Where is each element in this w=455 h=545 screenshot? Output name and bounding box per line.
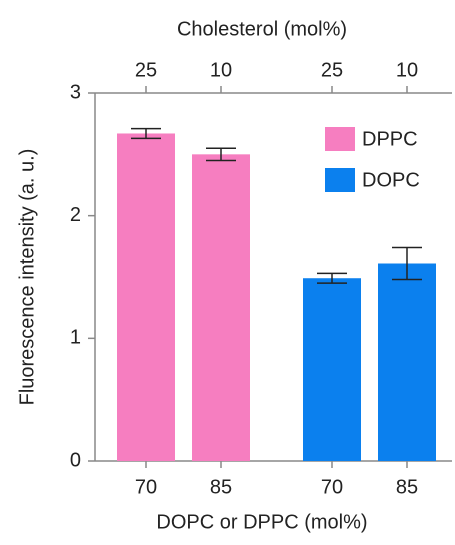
- legend-swatch: [325, 168, 355, 192]
- bar: [378, 263, 436, 461]
- error-bar: [206, 147, 236, 162]
- error-bar: [131, 127, 161, 140]
- bar: [303, 278, 361, 461]
- x-axis-title: DOPC or DPPC (mol%): [156, 511, 367, 533]
- x-tick-label: 70: [321, 476, 343, 498]
- bar: [192, 154, 250, 462]
- y-axis-title: Fluorescence intensity (a. u.): [16, 149, 38, 406]
- y-tick-label: 2: [70, 204, 81, 226]
- top-tick-label: 25: [321, 59, 343, 81]
- x-tick-label: 85: [396, 476, 418, 498]
- top-tick-label: 10: [210, 59, 232, 81]
- x-tick-label: 85: [210, 476, 232, 498]
- y-tick-label: 0: [70, 449, 81, 471]
- top-tick-label: 10: [396, 59, 418, 81]
- legend-label: DPPC: [362, 128, 418, 150]
- y-tick-label: 3: [70, 81, 81, 103]
- legend-swatch: [325, 127, 355, 151]
- y-tick-label: 1: [70, 327, 81, 349]
- legend-label: DOPC: [362, 169, 420, 191]
- x-tick-label: 70: [135, 476, 157, 498]
- top-tick-label: 25: [135, 59, 157, 81]
- top-axis-title: Cholesterol (mol%): [177, 18, 347, 40]
- error-bar: [317, 272, 347, 284]
- error-bar: [392, 246, 422, 281]
- bar: [117, 133, 175, 462]
